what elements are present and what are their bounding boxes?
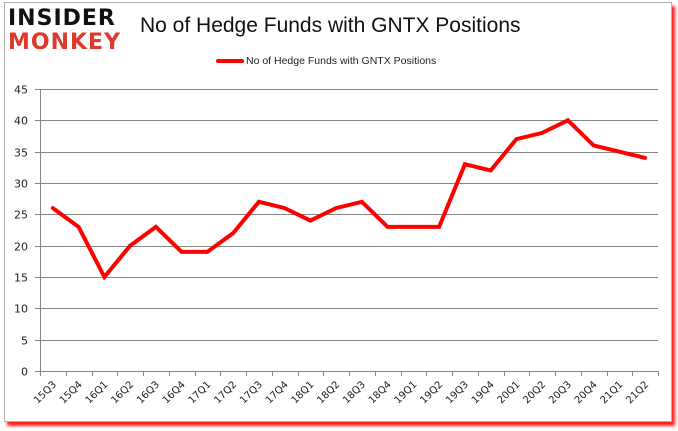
y-tick-label: 20 bbox=[14, 241, 28, 254]
legend: No of Hedge Funds with GNTX Positions bbox=[216, 54, 436, 68]
x-tick-label: 16Q4 bbox=[161, 379, 188, 406]
x-tick-label: 18Q3 bbox=[341, 379, 368, 406]
x-tick-label: 19Q2 bbox=[418, 379, 445, 406]
chart-title: No of Hedge Funds with GNTX Positions bbox=[140, 14, 521, 37]
y-tick-label: 35 bbox=[14, 147, 28, 160]
x-tick-label: 21Q1 bbox=[599, 379, 626, 406]
y-tick-label: 30 bbox=[14, 178, 28, 191]
x-axis: 15Q315Q416Q116Q216Q316Q417Q117Q217Q317Q4… bbox=[32, 371, 659, 406]
x-tick-label: 16Q2 bbox=[109, 379, 136, 406]
chart-frame bbox=[4, 2, 672, 422]
y-axis: 0 5 10 15 20 25 30 35 40 45 bbox=[14, 84, 41, 379]
x-tick-label: 17Q4 bbox=[264, 379, 291, 406]
x-tick-label: 20Q4 bbox=[573, 379, 600, 406]
x-tick-label: 20Q1 bbox=[496, 379, 523, 406]
x-tick-label: 17Q2 bbox=[212, 379, 239, 406]
gridlines bbox=[35, 89, 658, 372]
x-tick-label: 19Q3 bbox=[444, 379, 471, 406]
x-tick-label: 21Q2 bbox=[624, 379, 651, 406]
y-tick-label: 25 bbox=[14, 209, 28, 222]
x-tick-label: 20Q2 bbox=[521, 379, 548, 406]
logo-line-2: MONKEY bbox=[8, 30, 122, 55]
y-tick-label: 40 bbox=[14, 115, 28, 128]
y-tick-label: 45 bbox=[14, 84, 28, 97]
series-line bbox=[50, 117, 648, 281]
y-tick-label: 0 bbox=[21, 366, 28, 379]
logo-line-1: INSIDER bbox=[8, 6, 116, 31]
x-tick-label: 18Q4 bbox=[367, 379, 394, 406]
insider-monkey-logo: INSIDER MONKEY bbox=[8, 8, 128, 56]
y-tick-label: 10 bbox=[14, 303, 28, 316]
y-tick-label: 15 bbox=[14, 272, 28, 285]
legend-line-swatch-icon bbox=[216, 59, 244, 63]
x-tick-label: 16Q3 bbox=[135, 379, 162, 406]
x-tick-label: 19Q1 bbox=[393, 379, 420, 406]
x-tick-label: 18Q2 bbox=[315, 379, 342, 406]
x-tick-label: 15Q3 bbox=[32, 379, 59, 406]
x-tick-label: 20Q3 bbox=[547, 379, 574, 406]
legend-label: No of Hedge Funds with GNTX Positions bbox=[246, 55, 437, 67]
x-tick-label: 17Q1 bbox=[187, 379, 214, 406]
x-tick-label: 15Q4 bbox=[58, 379, 85, 406]
y-tick-label: 5 bbox=[21, 335, 28, 348]
x-tick-label: 19Q4 bbox=[470, 379, 497, 406]
x-tick-label: 16Q1 bbox=[84, 379, 111, 406]
x-tick-label: 18Q1 bbox=[290, 379, 317, 406]
x-tick-label: 17Q3 bbox=[238, 379, 265, 406]
